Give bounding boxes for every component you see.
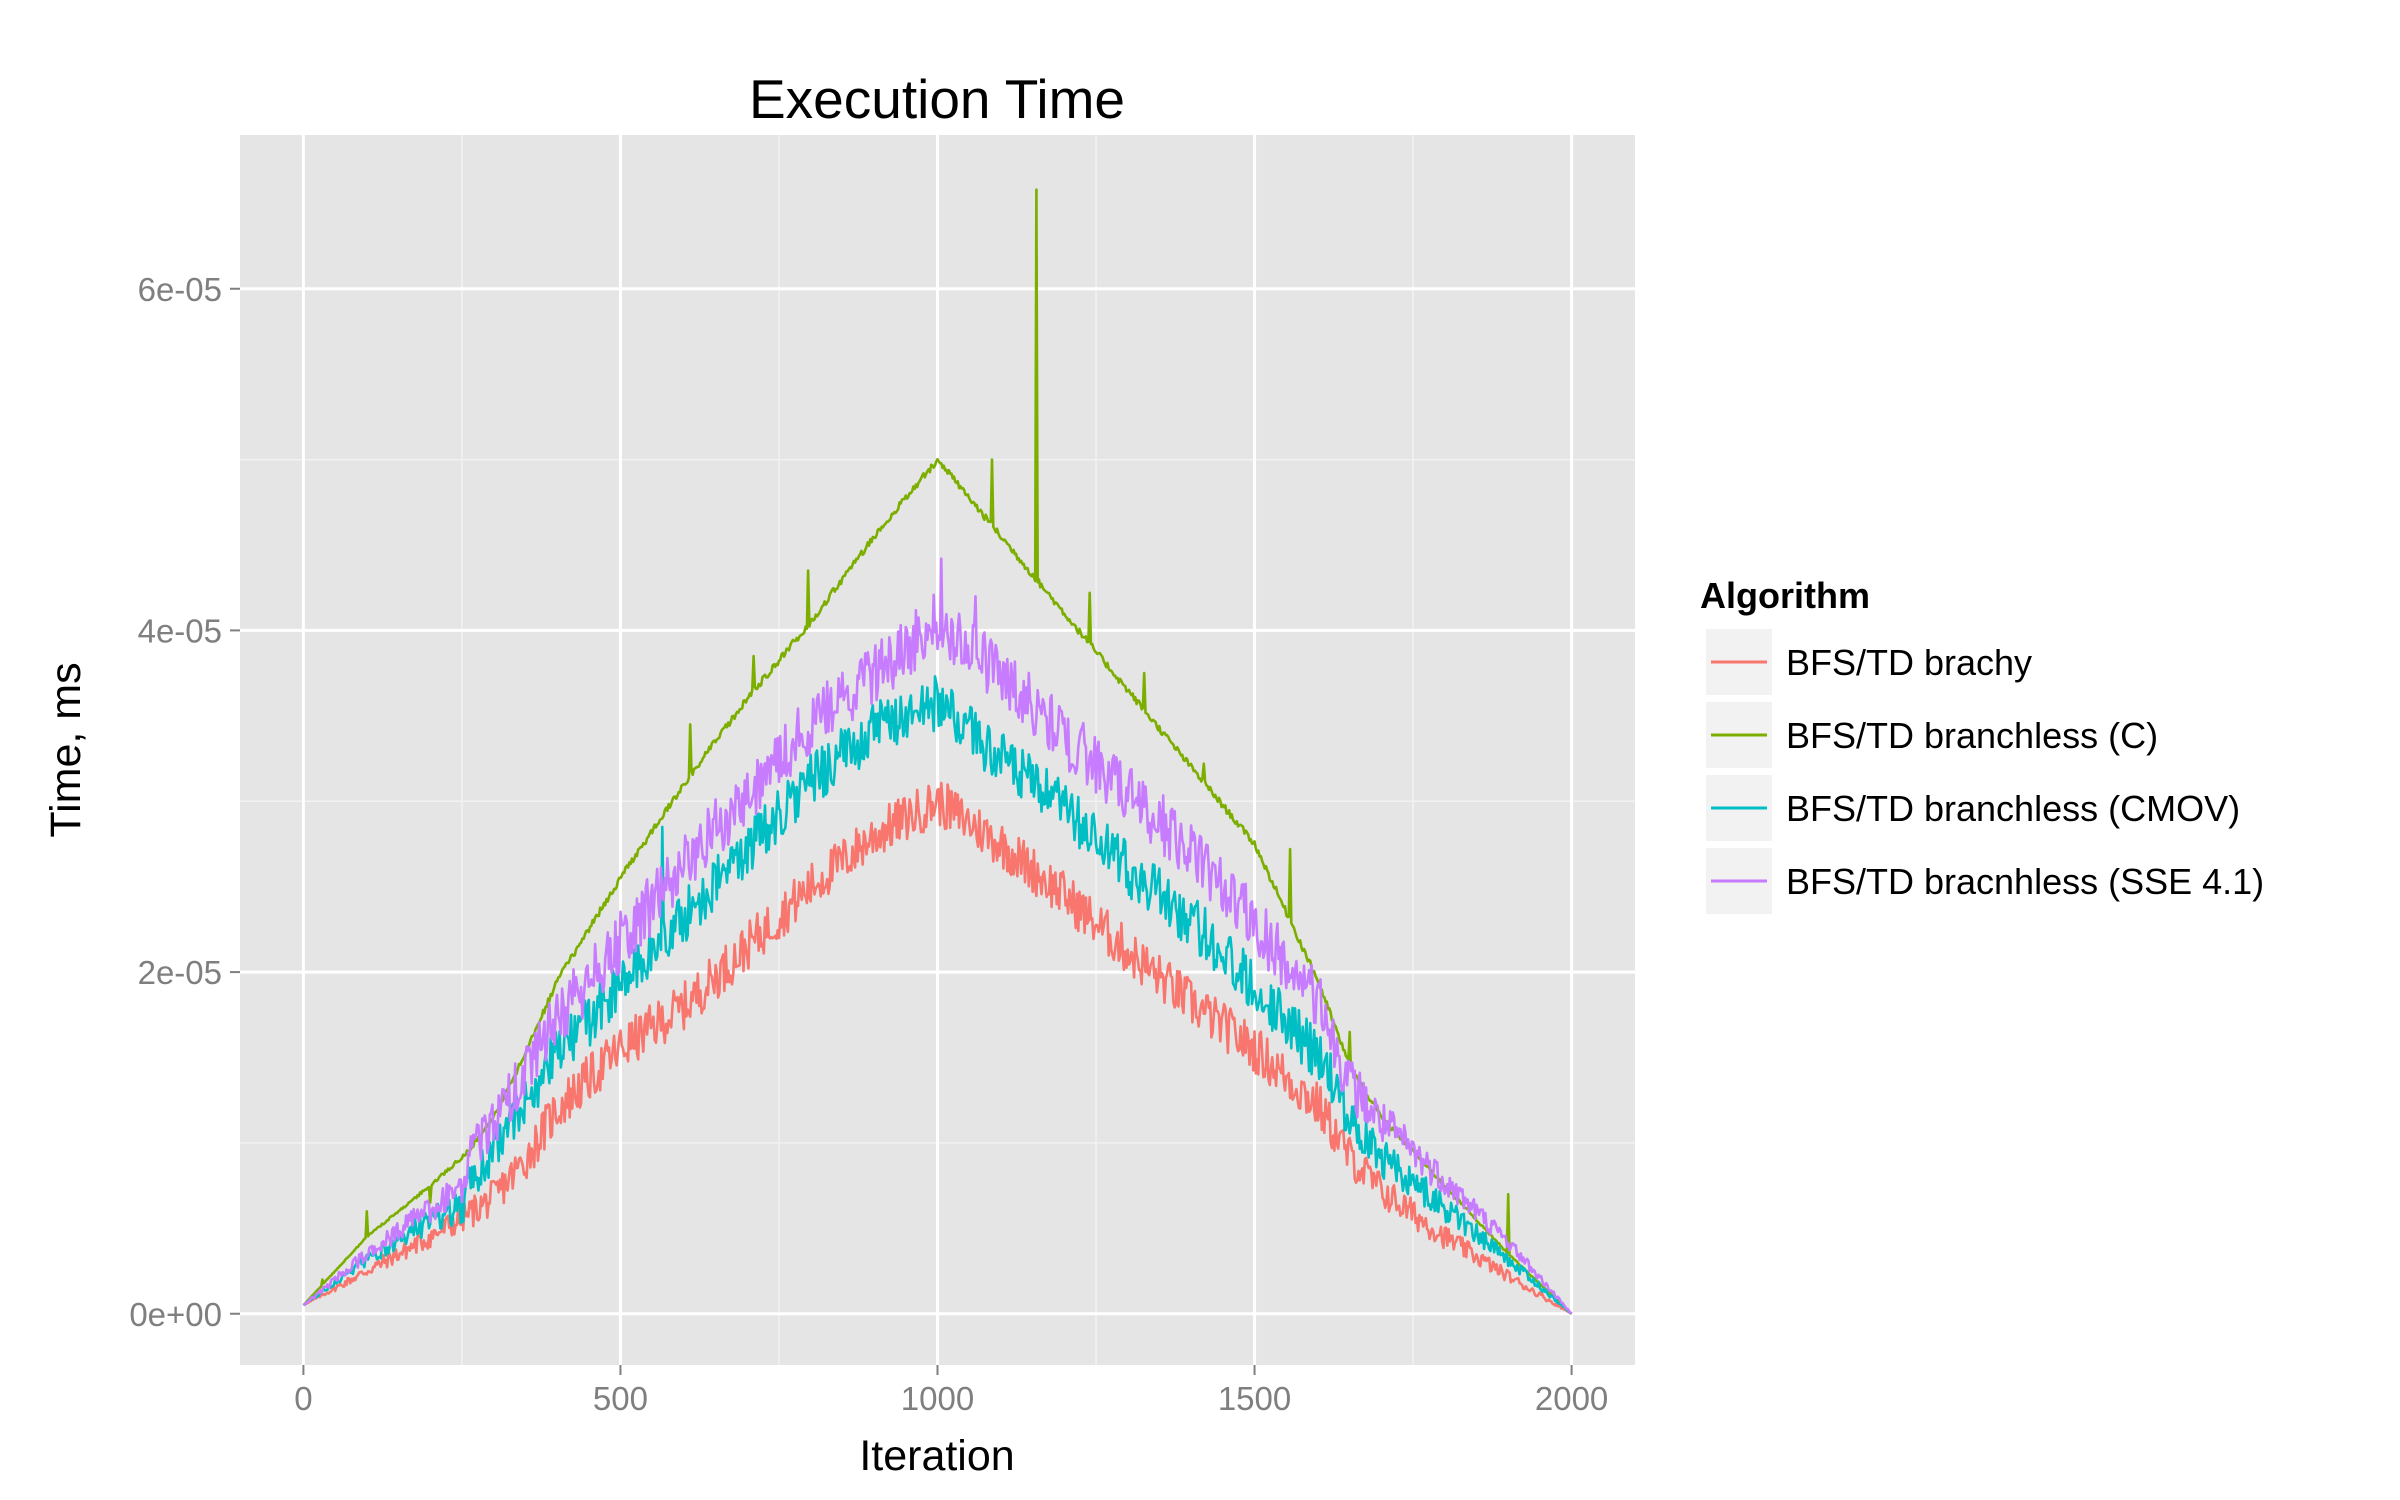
legend-label-1: BFS/TD brachy bbox=[1786, 642, 2032, 683]
legend-label-2: BFS/TD branchless (C) bbox=[1786, 715, 2158, 756]
legend: Algorithm BFS/TD brachy BFS/TD branchless… bbox=[1700, 575, 2264, 916]
legend-label-3: BFS/TD branchless (CMOV) bbox=[1786, 788, 2240, 829]
x-tick-label: 1000 bbox=[901, 1380, 974, 1417]
series-line-1 bbox=[302, 781, 1573, 1315]
y-tick-label: 0e+00 bbox=[129, 1296, 222, 1333]
x-tick-label: 1500 bbox=[1218, 1380, 1291, 1417]
y-tick-label: 6e-05 bbox=[138, 271, 222, 308]
legend-label-4: BFS/TD bracnhless (SSE 4.1) bbox=[1786, 861, 2264, 902]
y-tick-label: 2e-05 bbox=[138, 954, 222, 991]
series-line-3 bbox=[302, 675, 1573, 1315]
x-tick-label: 500 bbox=[593, 1380, 648, 1417]
chart-title: Execution Time bbox=[749, 68, 1125, 130]
x-tick-label: 0 bbox=[294, 1380, 312, 1417]
x-axis-title: Iteration bbox=[859, 1432, 1014, 1480]
series-line-4 bbox=[302, 557, 1573, 1315]
x-tick-label: 2000 bbox=[1535, 1380, 1608, 1417]
axis-ticks: 0 500 1000 1500 2000 0e+00 2e-05 4e-05 6e-05 bbox=[129, 271, 1608, 1417]
y-tick-label: 4e-05 bbox=[138, 612, 222, 649]
series-layer bbox=[302, 188, 1573, 1315]
legend-items: BFS/TD brachy BFS/TD branchless (C) BFS/TD… bbox=[1704, 627, 2264, 916]
y-axis-title: Time, ms bbox=[42, 662, 90, 837]
legend-title: Algorithm bbox=[1700, 575, 1870, 616]
